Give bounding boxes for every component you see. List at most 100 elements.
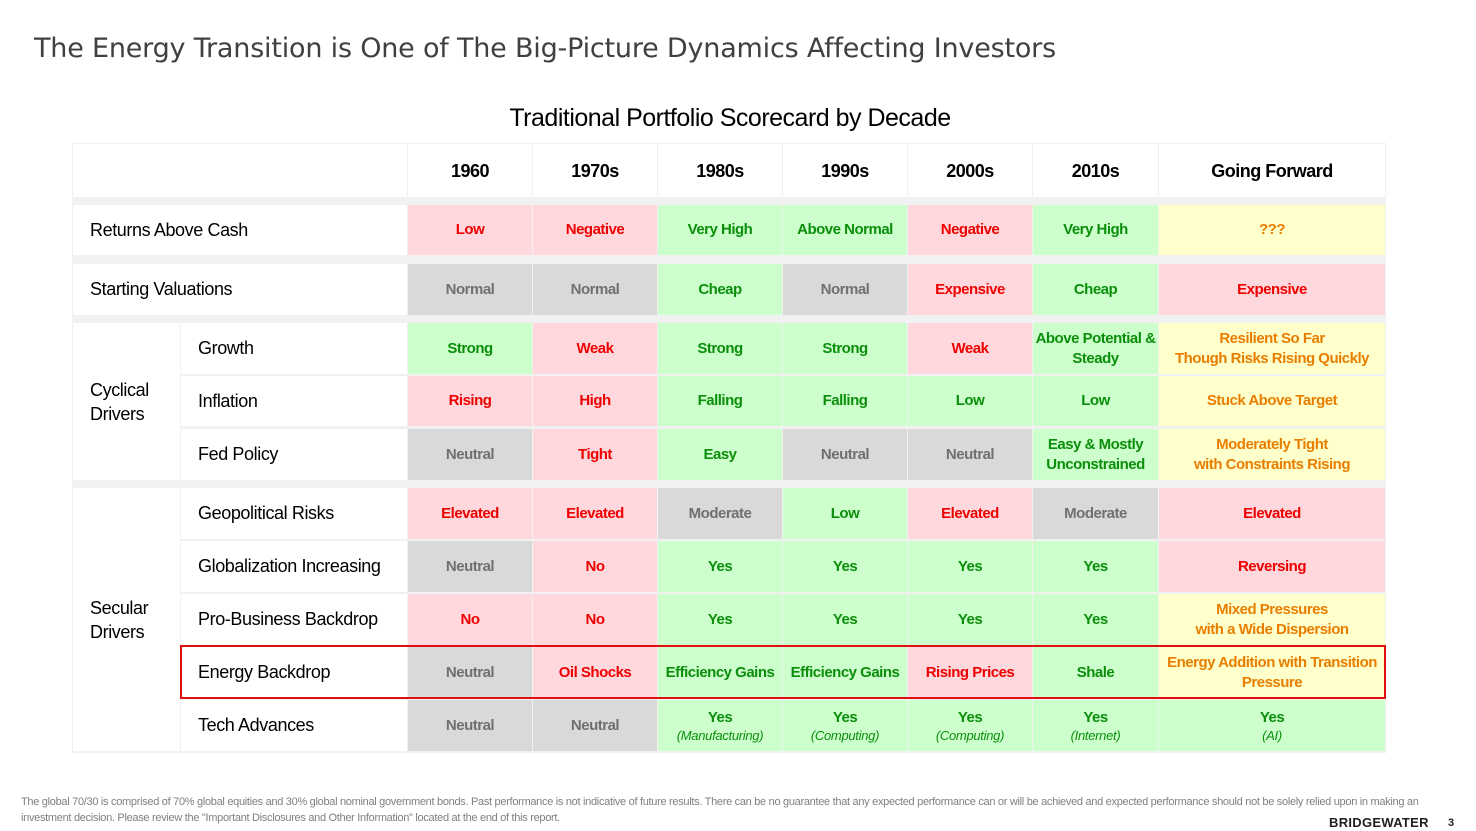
cell-text: Yes	[707, 708, 733, 726]
column-header: 1990s	[783, 144, 907, 197]
score-cell: No	[533, 541, 657, 592]
score-cell: Negative	[533, 205, 657, 255]
score-cell: Resilient So Far Though Risks Rising Quic…	[1159, 323, 1385, 374]
score-cell: Tight	[533, 429, 657, 480]
cell-text: Very High	[1063, 221, 1128, 238]
score-cell: Shale	[1033, 647, 1158, 698]
score-cell: Negative	[908, 205, 1032, 255]
score-cell: Stuck Above Target	[1159, 376, 1385, 426]
score-cell: Mixed Pressures with a Wide Dispersion	[1159, 594, 1385, 645]
cell-text: Yes	[832, 708, 858, 726]
cell-text: Low	[1081, 392, 1110, 409]
score-cell: Weak	[908, 323, 1032, 374]
score-cell: Low	[783, 488, 907, 539]
column-header: 2000s	[908, 144, 1032, 197]
cell-text: Energy Addition with Transition	[1167, 653, 1377, 671]
score-cell: Moderate	[1033, 488, 1158, 539]
cell-text: Low	[830, 504, 860, 522]
score-cell: Yes (Internet)	[1033, 700, 1158, 751]
score-cell: Efficiency Gains	[783, 647, 907, 698]
cell-text-line2: Unconstrained	[1046, 455, 1145, 473]
energy-backdrop-highlight	[180, 645, 1386, 699]
score-cell: Normal	[533, 264, 657, 315]
score-cell: Normal	[408, 264, 532, 315]
table-title: Traditional Portfolio Scorecard by Decad…	[509, 104, 951, 132]
score-cell: Yes (AI)	[1159, 700, 1385, 751]
column-header: 2010s	[1033, 144, 1158, 197]
cell-text: Neutral	[445, 663, 495, 681]
cell-text: Strong	[822, 339, 868, 357]
score-cell: Very High	[1033, 205, 1158, 255]
column-header: Going Forward	[1159, 144, 1385, 197]
cell-text: Yes	[957, 610, 983, 628]
cell-text-line2: with a Wide Dispersion	[1195, 620, 1349, 638]
cell-text: Elevated	[441, 504, 499, 522]
cell-text: Falling	[697, 392, 743, 409]
header-blank	[73, 144, 407, 197]
score-cell: Neutral	[908, 429, 1032, 480]
row-label: Returns Above Cash	[73, 205, 407, 255]
row-label: Energy Backdrop	[181, 647, 407, 698]
row-label: Pro-Business Backdrop	[181, 594, 407, 645]
cell-subtext: (Internet)	[1070, 727, 1121, 743]
cell-text: Rising	[448, 392, 492, 409]
score-cell: Neutral	[408, 429, 532, 480]
score-cell: Neutral	[408, 541, 532, 592]
cell-text: Strong	[447, 339, 493, 357]
score-cell: Neutral	[783, 429, 907, 480]
cell-text: No	[585, 610, 606, 628]
cell-text: Easy & Mostly	[1047, 435, 1144, 453]
cell-text: Neutral	[945, 445, 995, 463]
row-label: Starting Valuations	[73, 264, 407, 315]
cell-text: Normal	[820, 280, 870, 298]
cell-text: Neutral	[445, 557, 495, 575]
score-cell: Neutral	[408, 700, 532, 751]
cell-text: Yes	[1083, 557, 1108, 575]
score-cell: Yes	[658, 594, 782, 645]
score-cell: Yes (Computing)	[908, 700, 1032, 751]
score-cell: Very High	[658, 205, 782, 255]
cell-text: Normal	[570, 280, 620, 298]
row-label: Globalization Increasing	[181, 541, 407, 592]
score-cell: Expensive	[908, 264, 1032, 315]
cell-text: Weak	[576, 339, 614, 357]
cell-text: Yes	[832, 610, 858, 628]
score-cell: Easy & Mostly Unconstrained	[1033, 429, 1158, 480]
cell-text: Elevated	[941, 504, 999, 522]
score-cell: Rising Prices	[908, 647, 1032, 698]
score-cell: Yes (Manufacturing)	[658, 700, 782, 751]
cell-text-line2: Steady	[1072, 349, 1119, 367]
score-cell: No	[533, 594, 657, 645]
score-cell: Yes	[783, 541, 907, 592]
column-header: 1970s	[533, 144, 657, 197]
cell-text: Yes	[707, 610, 733, 628]
cell-subtext: (Computing)	[810, 727, 880, 743]
score-cell: Weak	[533, 323, 657, 374]
cell-text: Shale	[1076, 663, 1115, 681]
cell-text: ???	[1259, 221, 1286, 238]
score-cell: Strong	[658, 323, 782, 374]
cell-text: Falling	[822, 392, 868, 409]
group-label-cyclical: Cyclical Drivers	[73, 323, 180, 480]
group-label-secular: Secular Drivers	[73, 488, 180, 751]
cell-text: Low	[455, 221, 485, 238]
cell-text: No	[585, 557, 606, 575]
score-cell: Yes	[1033, 541, 1158, 592]
cell-text: Low	[955, 392, 985, 409]
column-header: 1980s	[658, 144, 782, 197]
cell-text: Normal	[445, 280, 495, 298]
row-label: Fed Policy	[181, 429, 407, 480]
cell-text: Efficiency Gains	[665, 663, 775, 681]
score-cell: Low	[408, 205, 532, 255]
cell-text: Neutral	[445, 445, 495, 463]
score-cell: No	[408, 594, 532, 645]
score-cell: Elevated	[533, 488, 657, 539]
score-cell: Oil Shocks	[533, 647, 657, 698]
score-cell: Yes (Computing)	[783, 700, 907, 751]
cell-text: Moderate	[688, 504, 752, 522]
row-label: Tech Advances	[181, 700, 407, 751]
score-cell: ???	[1159, 205, 1385, 255]
column-header: 1960	[408, 144, 532, 197]
cell-text: Cheap	[1073, 280, 1118, 298]
cell-text: Neutral	[570, 716, 620, 734]
